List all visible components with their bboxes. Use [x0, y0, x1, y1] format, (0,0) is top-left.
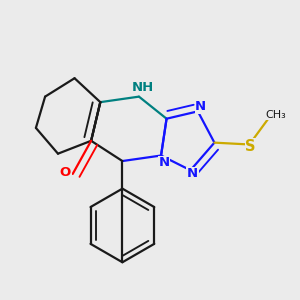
Text: NH: NH — [131, 81, 154, 94]
Text: N: N — [195, 100, 206, 113]
Text: CH₃: CH₃ — [266, 110, 286, 120]
Text: O: O — [60, 166, 71, 178]
Text: N: N — [187, 167, 198, 180]
Text: N: N — [158, 156, 169, 170]
Text: S: S — [245, 139, 256, 154]
